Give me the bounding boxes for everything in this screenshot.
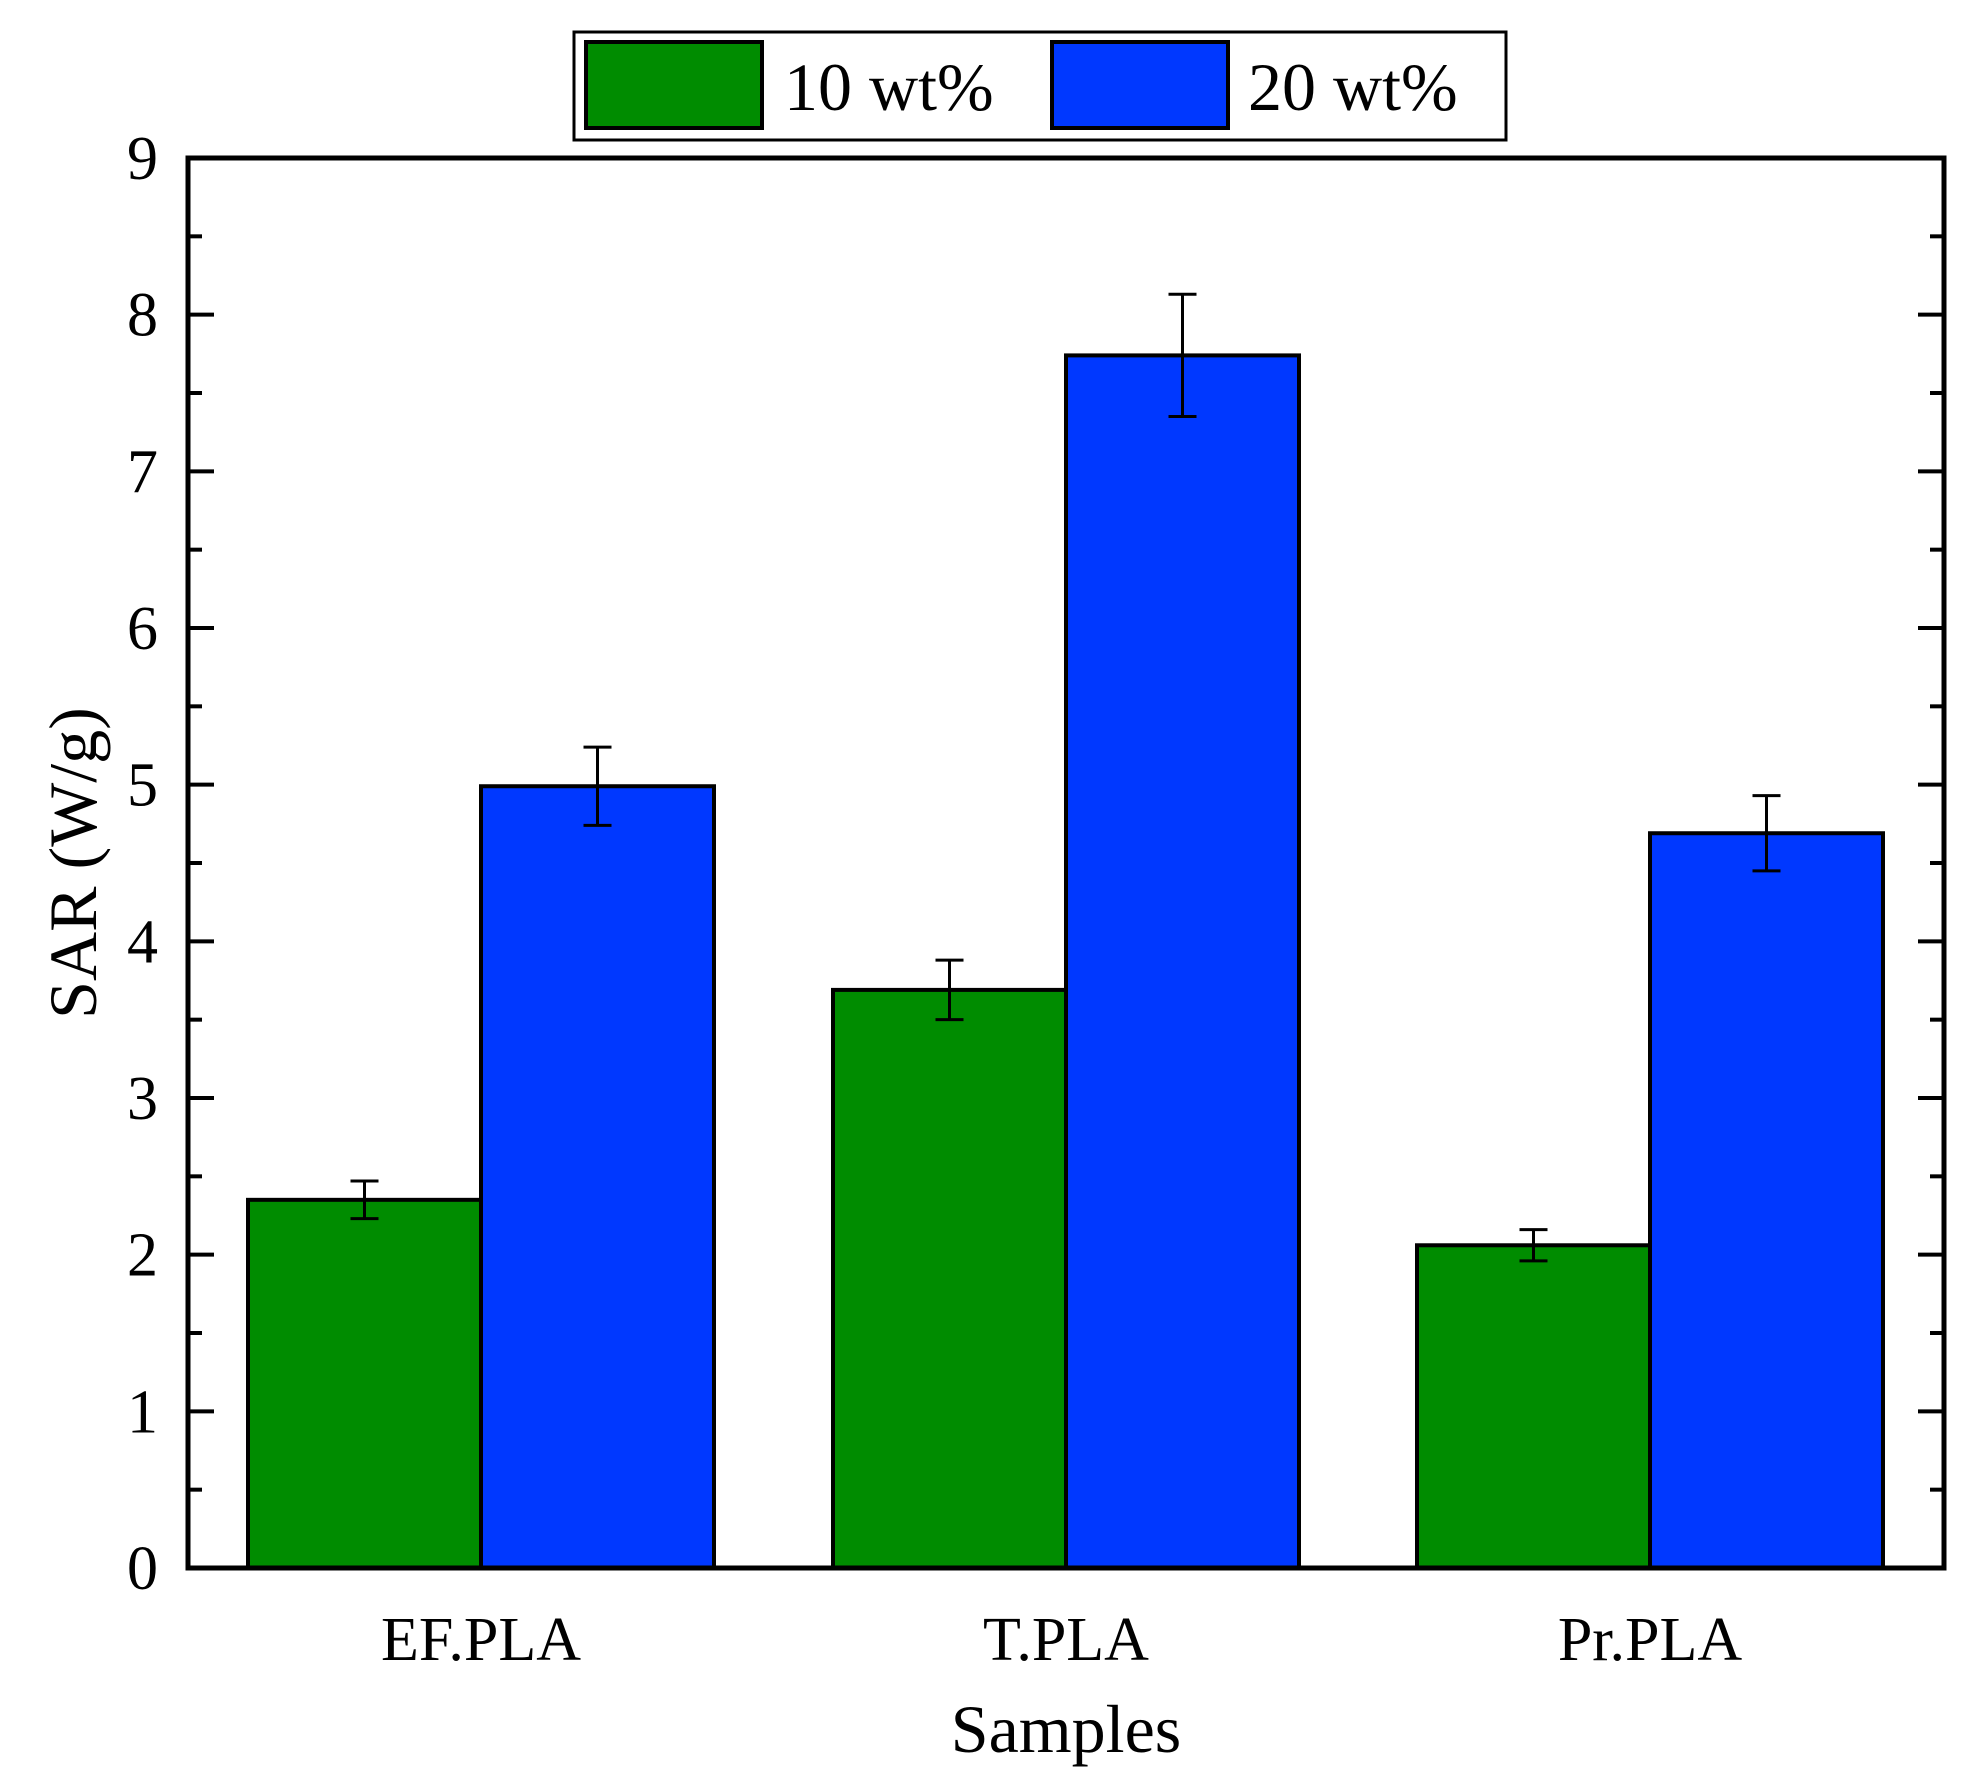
y-tick-labels: 0 1 2 3 4 5 6 7 8 9: [127, 125, 158, 1603]
y-tick-label: 0: [127, 1535, 158, 1603]
legend-label-20wt: 20 wt%: [1248, 49, 1458, 125]
y-tick-label: 8: [127, 282, 158, 350]
legend-label-10wt: 10 wt%: [784, 49, 994, 125]
error-bars-group: [350, 292, 1781, 1263]
bars-group: [246, 353, 1885, 1571]
error-bar-t-pla-20wt: [1168, 292, 1197, 418]
bar-ef-pla-10wt: [246, 1197, 483, 1571]
error-bar-ef-pla-10wt: [350, 1179, 379, 1221]
y-tick-label: 5: [127, 752, 158, 820]
legend-swatch-20wt: [1050, 40, 1230, 130]
y-axis-label: SAR (W/g): [35, 707, 111, 1019]
bar-t-pla-20wt: [1064, 353, 1301, 1570]
y-tick-label: 3: [127, 1065, 158, 1133]
y-tick-label: 6: [127, 595, 158, 663]
y-tick-label: 9: [127, 125, 158, 193]
legend: 10 wt% 20 wt%: [572, 30, 1508, 142]
y-tick-label: 7: [127, 438, 158, 506]
x-axis-label: Samples: [951, 1691, 1181, 1767]
error-bar-ef-pla-20wt: [583, 745, 612, 827]
bar-pr-pla-10wt: [1415, 1243, 1652, 1571]
y-tick-label: 4: [127, 908, 158, 976]
legend-swatch-10wt: [584, 40, 764, 130]
y-tick-label: 1: [127, 1378, 158, 1446]
x-tick-label: Pr.PLA: [1558, 1606, 1743, 1674]
bar-pr-pla-20wt: [1648, 831, 1885, 1570]
plot-frame: [185, 155, 1947, 1571]
bar-ef-pla-20wt: [479, 784, 716, 1570]
x-tick-labels: EF.PLA T.PLA Pr.PLA: [381, 1606, 1742, 1674]
bar-t-pla-10wt: [831, 987, 1068, 1570]
error-bar-pr-pla-20wt: [1752, 794, 1781, 873]
x-tick-label: T.PLA: [983, 1606, 1149, 1674]
y-tick-label: 2: [127, 1222, 158, 1290]
error-bar-pr-pla-10wt: [1519, 1228, 1548, 1263]
x-tick-label: EF.PLA: [381, 1606, 581, 1674]
error-bar-t-pla-10wt: [935, 958, 964, 1022]
